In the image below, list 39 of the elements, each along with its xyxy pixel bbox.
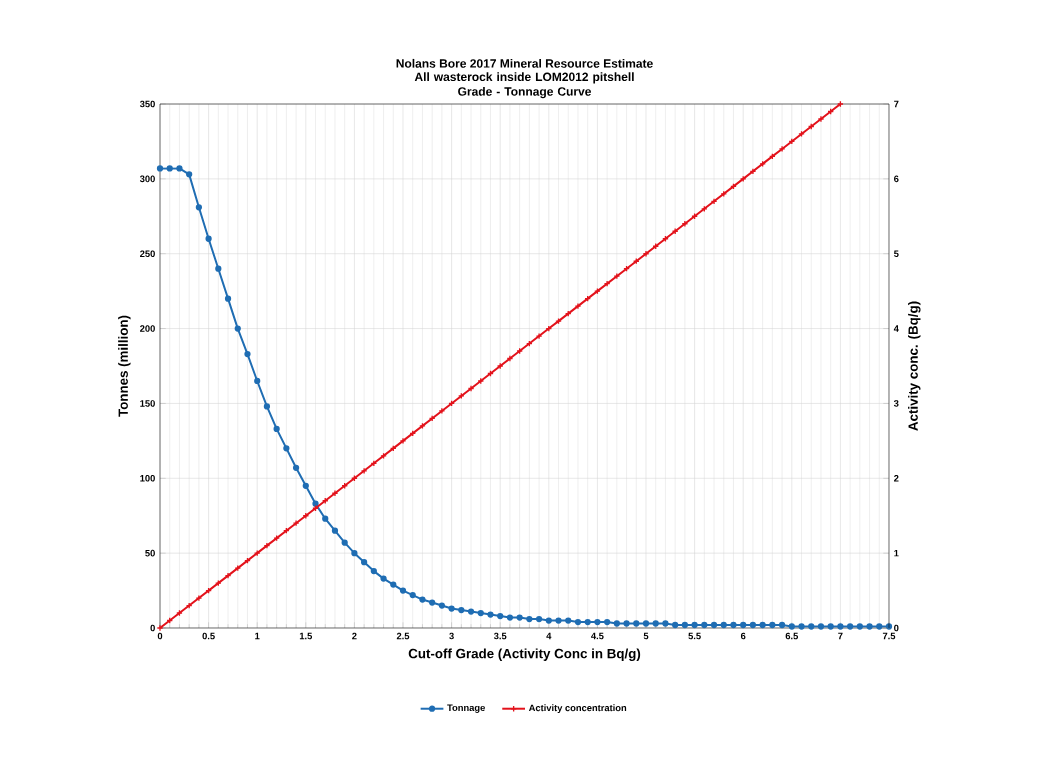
- y2-tick-label: 6: [894, 175, 899, 183]
- x-tick-label: 2.5: [396, 632, 410, 640]
- x-tick-label: 3: [449, 632, 454, 640]
- y-tick-label: 150: [140, 400, 155, 407]
- y-tick-label: 50: [145, 549, 155, 557]
- y2-tick-label: 5: [894, 250, 899, 257]
- y2-tick-label: 0: [894, 624, 899, 632]
- x-tick-label: 6: [740, 632, 746, 640]
- x-tick-label: 2: [352, 632, 357, 640]
- chart-title: Nolans Bore 2017 Mineral Resource Estimate: [396, 58, 653, 68]
- y2-axis-title: Activity conc. (Bq/g): [908, 301, 921, 431]
- y-tick-label: 0: [150, 624, 155, 632]
- y-tick-label: 300: [139, 175, 155, 183]
- x-tick-label: 1: [255, 632, 260, 640]
- x-tick-label: 7: [838, 632, 843, 640]
- y2-tick-label: 2: [894, 475, 899, 482]
- x-axis-title: Cut-off Grade (Activity Conc in Bq/g): [408, 648, 641, 661]
- x-tick-label: 3.5: [493, 632, 507, 640]
- x-tick-label: 0: [157, 632, 163, 640]
- y2-tick-label: 3: [893, 400, 899, 407]
- x-tick-label: 7.5: [882, 632, 896, 640]
- x-tick-label: 5: [643, 632, 649, 640]
- legend-label: Tonnage: [447, 704, 485, 713]
- x-tick-label: 1.5: [299, 632, 313, 640]
- x-tick-label: 5.5: [688, 632, 701, 640]
- chart-subtitle: All wasterock inside LOM2012 pitshell Grade - Tonnage Curve: [414, 72, 634, 99]
- x-tick-label: 4.5: [591, 632, 604, 640]
- y-tick-label: 100: [140, 475, 155, 482]
- x-tick-label: 6.5: [785, 632, 799, 640]
- y-axis-title: Tonnes (million): [118, 315, 131, 417]
- y2-tick-label: 4: [893, 325, 899, 332]
- x-tick-label: 4: [546, 632, 552, 640]
- x-tick-label: 0.5: [202, 632, 215, 640]
- y2-tick-label: 7: [894, 100, 899, 108]
- y-tick-label: 250: [140, 250, 155, 258]
- y-tick-label: 350: [139, 100, 155, 108]
- y2-tick-label: 1: [894, 549, 899, 557]
- y-tick-label: 200: [140, 325, 155, 332]
- legend-label: Activity concentration: [528, 704, 627, 714]
